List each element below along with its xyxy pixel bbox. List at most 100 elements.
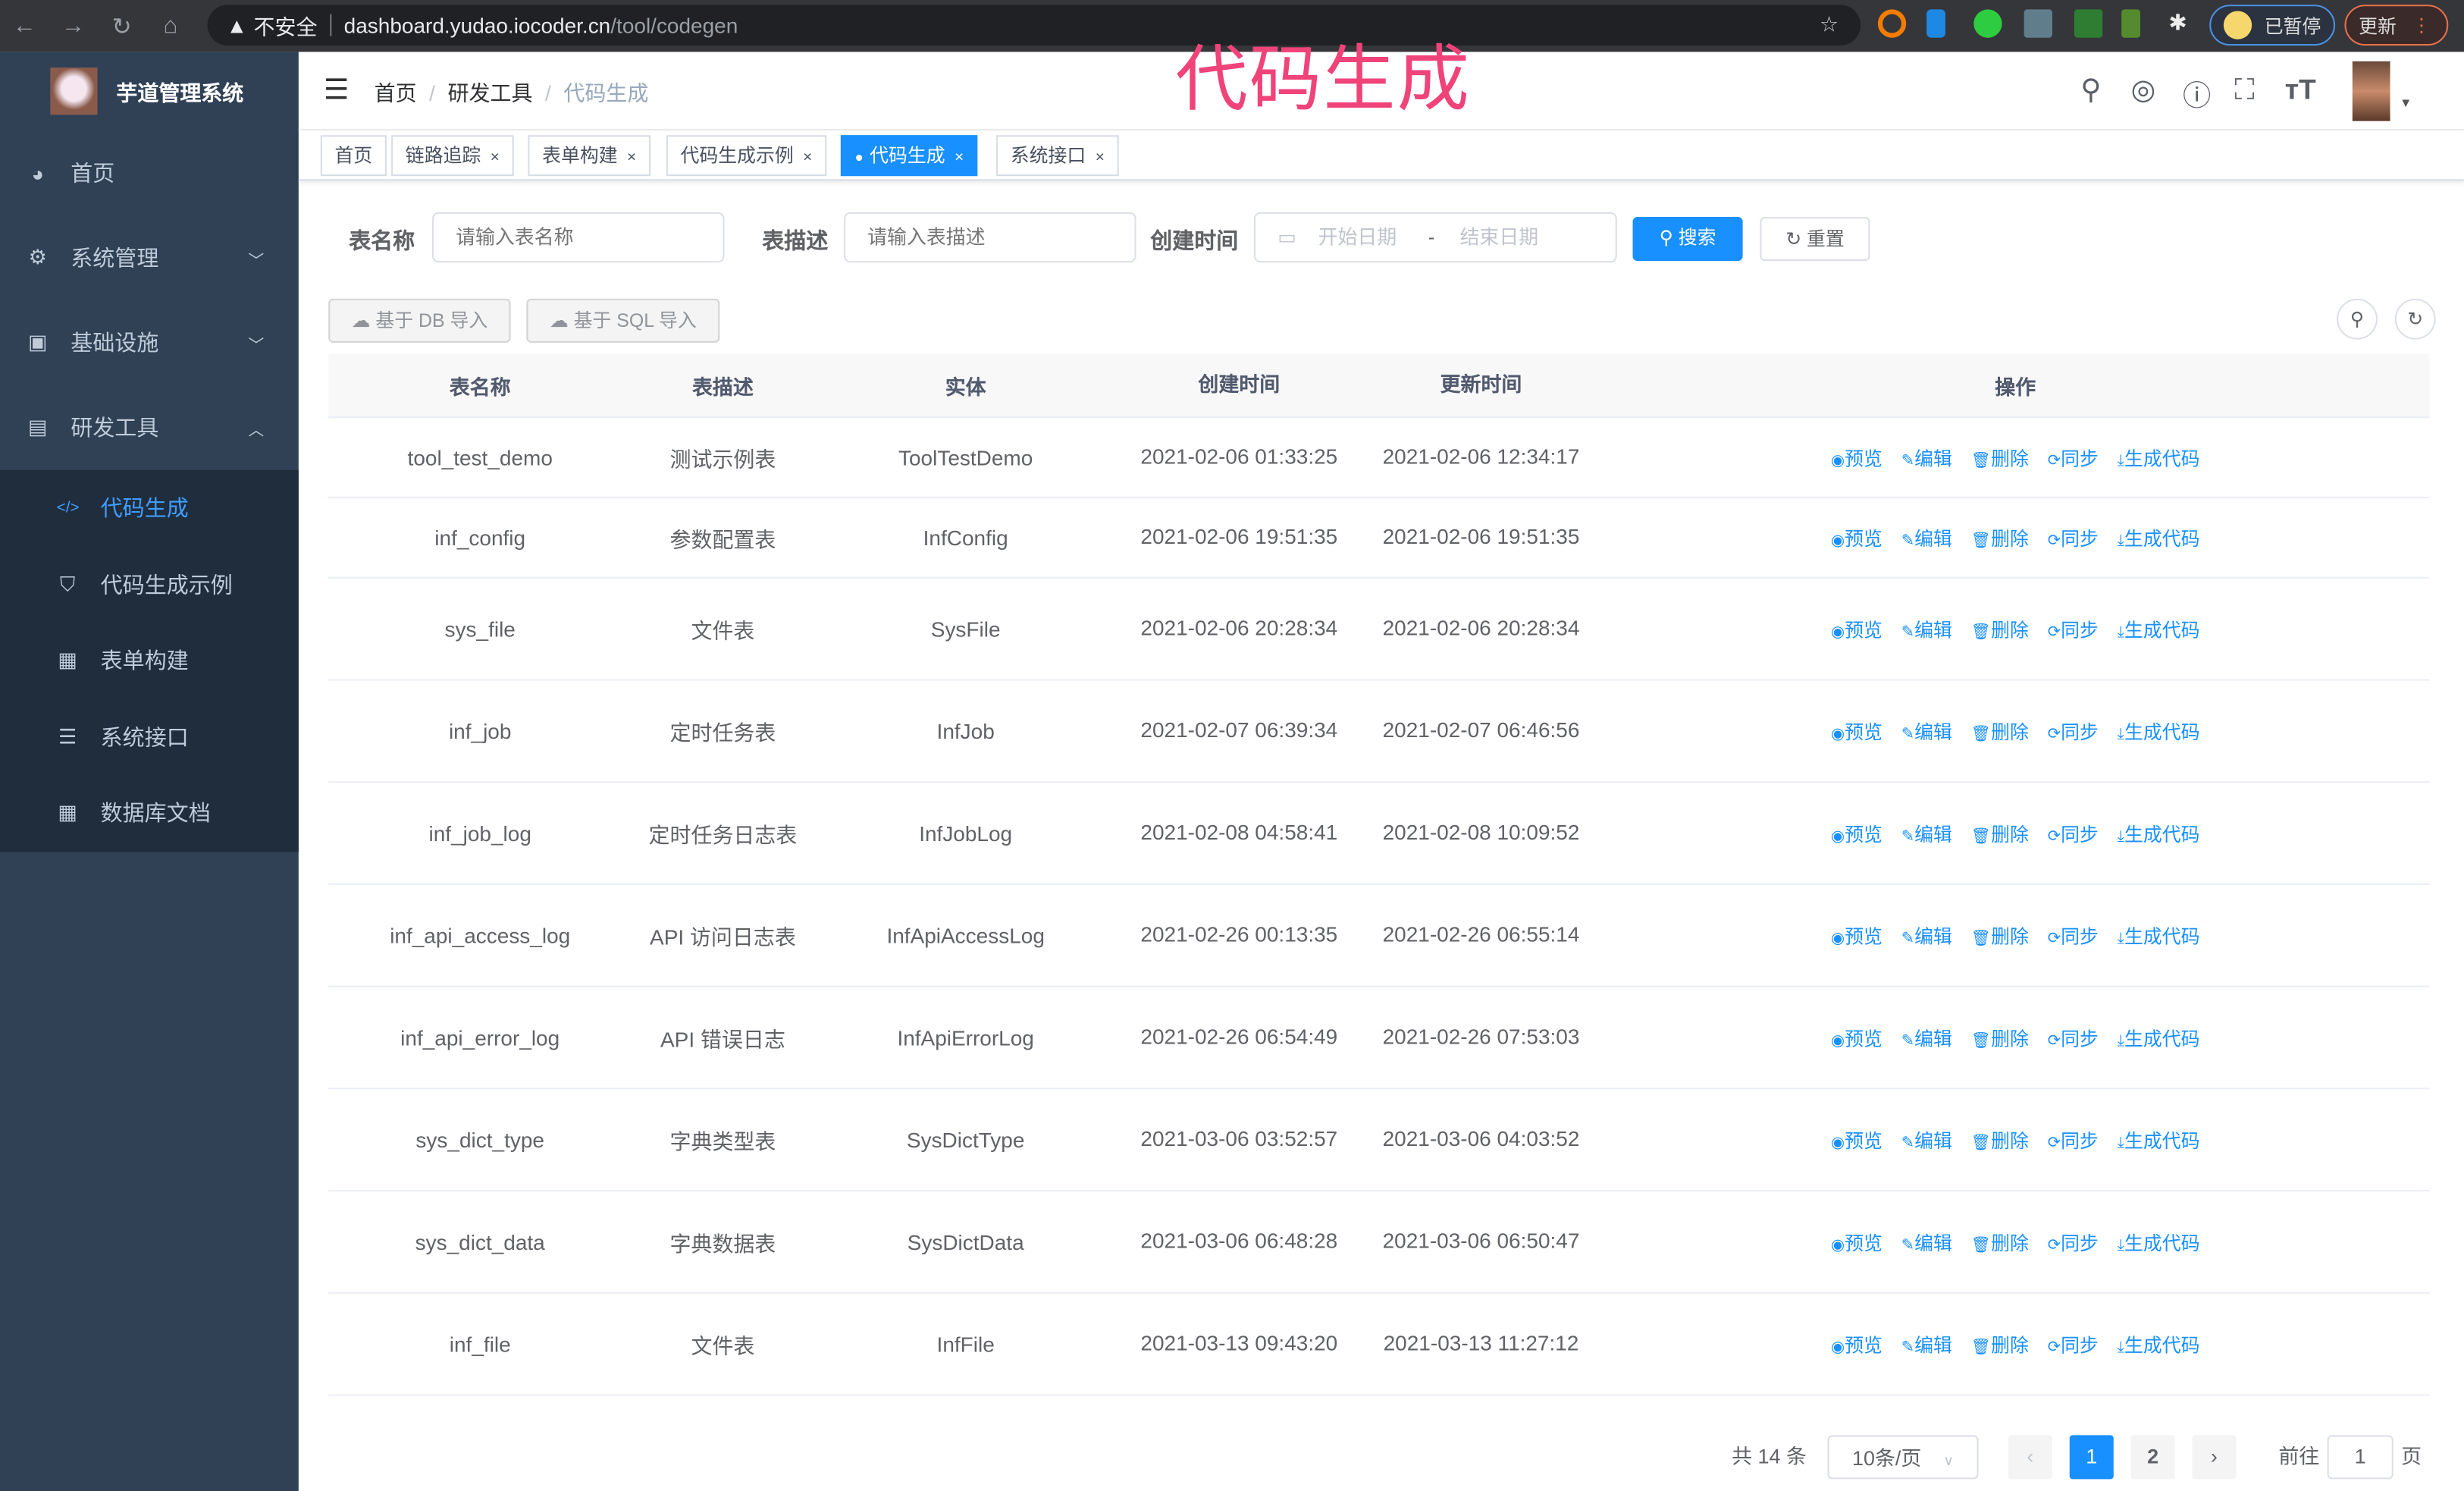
sync-button[interactable]: ⟳同步 [2048,820,2099,846]
sync-button[interactable]: ⟳同步 [2048,1126,2099,1153]
edit-button[interactable]: ✎编辑 [1901,1331,1952,1358]
delete-button[interactable]: 🗑删除 [1971,717,2029,744]
breadcrumb-devtools[interactable]: 研发工具 [447,80,533,105]
sidebar-item-form-build[interactable]: ▦ 表单构建 [0,623,299,699]
page-2-button[interactable]: 2 [2130,1435,2175,1480]
reload-icon[interactable]: ↻ [111,13,132,40]
search-icon[interactable]: ⚲ [2080,74,2102,105]
edit-button[interactable]: ✎编辑 [1901,1024,1952,1050]
extension-icon[interactable] [1926,9,1946,38]
generate-button[interactable]: ⤓生成代码 [2118,1024,2200,1050]
toggle-search-button[interactable]: ⚲ [2337,298,2378,340]
page-size-select[interactable]: 10条/页 ∨ [1827,1435,1979,1480]
next-page-button[interactable]: › [2192,1435,2237,1480]
preview-button[interactable]: ◉预览 [1831,444,1882,471]
home-icon[interactable]: ⌂ [163,12,178,39]
end-date-input[interactable]: 结束日期 [1459,226,1539,249]
close-icon[interactable]: × [803,149,813,167]
preview-button[interactable]: ◉预览 [1831,1229,1882,1255]
delete-button[interactable]: 🗑删除 [1971,922,2029,949]
sync-button[interactable]: ⟳同步 [2048,1229,2099,1255]
generate-button[interactable]: ⤓生成代码 [2118,717,2200,744]
search-button[interactable]: ⚲ 搜索 [1632,217,1743,262]
prev-page-button[interactable]: ‹ [2008,1435,2052,1480]
tag-codegen[interactable]: ● 代码生成 × [840,135,978,177]
refresh-button[interactable]: ↻ [2394,298,2436,340]
delete-button[interactable]: 🗑删除 [1971,1126,2029,1153]
edit-button[interactable]: ✎编辑 [1901,820,1952,846]
generate-button[interactable]: ⤓生成代码 [2118,1331,2200,1358]
delete-button[interactable]: 🗑删除 [1971,820,2029,846]
extension-icon[interactable] [2121,9,2141,38]
bookmark-star-icon[interactable]: ☆ [1819,12,1839,36]
github-icon[interactable]: ◎ [2130,74,2156,105]
edit-button[interactable]: ✎编辑 [1901,615,1952,642]
sidebar-item-home[interactable]: ◕ 首页 [0,130,299,215]
font-size-icon[interactable]: ᴛT [2284,74,2316,105]
extension-icon[interactable] [1973,9,2002,38]
delete-button[interactable]: 🗑删除 [1971,444,2029,471]
sync-button[interactable]: ⟳同步 [2048,922,2099,949]
forward-icon[interactable]: → [61,12,85,39]
extension-icon[interactable] [2074,9,2103,38]
sync-button[interactable]: ⟳同步 [2048,524,2099,551]
delete-button[interactable]: 🗑删除 [1971,1024,2029,1050]
sidebar-item-codegen-demo[interactable]: ⛉ 代码生成示例 [0,546,299,623]
goto-page-input[interactable] [2327,1435,2393,1480]
start-date-input[interactable]: 开始日期 [1318,226,1397,249]
sidebar-item-db-doc[interactable]: ▦ 数据库文档 [0,775,299,852]
help-icon[interactable]: ⓘ [2182,80,2212,112]
extension-icon[interactable] [2024,9,2052,38]
delete-button[interactable]: 🗑删除 [1971,1331,2029,1358]
generate-button[interactable]: ⤓生成代码 [2118,615,2200,642]
delete-button[interactable]: 🗑删除 [1971,524,2029,551]
edit-button[interactable]: ✎编辑 [1901,524,1952,551]
sidebar-item-devtools[interactable]: ▤ 研发工具 ︿ [0,385,299,470]
reset-button[interactable]: ↻ 重置 [1760,217,1870,262]
user-avatar[interactable] [2352,61,2390,121]
tag-swagger[interactable]: 系统接口 × [996,135,1119,177]
preview-button[interactable]: ◉预览 [1831,820,1882,846]
hamburger-icon[interactable]: ☰ [323,74,350,105]
generate-button[interactable]: ⤓生成代码 [2118,1126,2200,1153]
generate-button[interactable]: ⤓生成代码 [2118,524,2200,551]
close-icon[interactable]: × [490,149,500,167]
generate-button[interactable]: ⤓生成代码 [2118,1229,2200,1255]
delete-button[interactable]: 🗑删除 [1971,615,2029,642]
back-icon[interactable]: ← [12,12,36,39]
preview-button[interactable]: ◉预览 [1831,615,1882,642]
breadcrumb-home[interactable]: 首页 [374,80,417,105]
sync-button[interactable]: ⟳同步 [2048,1331,2099,1358]
sidebar-logo[interactable]: 芋道管理系统 [0,52,299,130]
profile-paused-button[interactable]: 已暂停 [2209,5,2336,46]
sync-button[interactable]: ⟳同步 [2048,1024,2099,1050]
import-db-button[interactable]: ☁ 基于 DB 导入 [328,298,511,343]
preview-button[interactable]: ◉预览 [1831,1024,1882,1050]
preview-button[interactable]: ◉预览 [1831,922,1882,949]
preview-button[interactable]: ◉预览 [1831,1126,1882,1153]
extension-icon[interactable] [1877,9,1907,38]
sidebar-item-infra[interactable]: ▣ 基础设施 ﹀ [0,300,299,385]
page-1-button[interactable]: 1 [2069,1435,2114,1480]
edit-button[interactable]: ✎编辑 [1901,1126,1952,1153]
puzzle-icon[interactable]: ✱ [2168,9,2187,35]
edit-button[interactable]: ✎编辑 [1901,1229,1952,1255]
date-range-picker[interactable]: ▭ 开始日期 - 结束日期 [1254,212,1617,263]
edit-button[interactable]: ✎编辑 [1901,717,1952,744]
tag-form-build[interactable]: 表单构建 × [528,135,650,177]
fullscreen-icon[interactable]: ⛶ [2234,74,2255,105]
generate-button[interactable]: ⤓生成代码 [2118,820,2200,846]
close-icon[interactable]: × [627,149,637,167]
sidebar-item-swagger[interactable]: ☰ 系统接口 [0,698,299,775]
table-name-input[interactable] [431,212,725,263]
update-button[interactable]: 更新 ⋮ [2344,5,2449,46]
tag-trace[interactable]: 链路追踪 × [391,135,514,177]
close-icon[interactable]: × [1095,149,1105,167]
import-sql-button[interactable]: ☁ 基于 SQL 导入 [526,298,720,343]
tag-home[interactable]: 首页 [320,135,387,177]
sync-button[interactable]: ⟳同步 [2048,615,2099,642]
sync-button[interactable]: ⟳同步 [2048,444,2099,471]
sidebar-item-codegen[interactable]: </> 代码生成 [0,470,299,547]
edit-button[interactable]: ✎编辑 [1901,444,1952,471]
address-bar[interactable]: ▲ 不安全 dashboard.yudao.iocoder.cn/tool/co… [207,5,1861,46]
